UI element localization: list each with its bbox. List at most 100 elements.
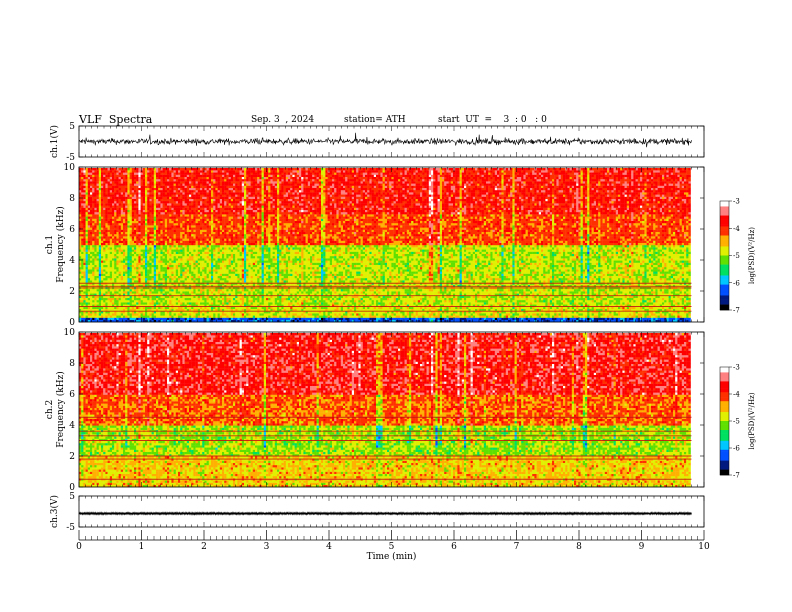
ch1-spec-cell	[165, 201, 167, 203]
ch1-spec-cell	[119, 212, 121, 214]
ch1-spec-cell	[88, 274, 90, 276]
ch1-spec-cell	[145, 170, 147, 172]
ch1-spec-cell	[105, 238, 107, 240]
ch1-spec-cell	[92, 170, 94, 172]
ch1-spec-cell	[156, 243, 158, 245]
ch1-spec-cell	[103, 300, 105, 302]
ch1-spec-cell	[149, 192, 151, 194]
ch1-spec-cell	[114, 278, 116, 280]
ch1-spec-cell	[158, 219, 160, 221]
ch1-spec-cell	[136, 271, 138, 273]
ch1-spec-cell	[92, 247, 94, 249]
ch1-spec-cell	[110, 298, 112, 300]
ch1-spec-cell	[130, 245, 132, 247]
ch1-spec-cell	[103, 265, 105, 267]
ch1-spec-cell	[138, 181, 140, 183]
ch1-spec-cell	[125, 249, 127, 251]
ch1-spec-cell	[160, 249, 162, 251]
ch1-spec-cell	[134, 210, 136, 212]
ch1-spec-cell	[114, 230, 116, 232]
ch1-spec-cell	[154, 236, 156, 238]
ch1-spec-cell	[97, 192, 99, 194]
ch1-spec-cell	[143, 223, 145, 225]
ch1-spec-cell	[110, 267, 112, 269]
ch1-spec-cell	[83, 186, 85, 188]
ch1-spec-cell	[121, 221, 123, 223]
ch1-spec-cell	[152, 271, 154, 273]
ch1-spec-cell	[141, 188, 143, 190]
ch1-spec-cell	[136, 241, 138, 243]
ch1-spec-cell	[158, 234, 160, 236]
ch1-spec-cell	[121, 267, 123, 269]
ch1-spec-cell	[119, 177, 121, 179]
ch1-spec-cell	[143, 315, 145, 317]
ch1-spec-cell	[141, 168, 143, 170]
ch1-spec-cell	[83, 194, 85, 196]
ch1-spec-cell	[147, 298, 149, 300]
ch1-spec-cell	[110, 307, 112, 309]
ch1-spec-cell	[108, 271, 110, 273]
ch1-spec-cell	[132, 181, 134, 183]
ch1-spec-cell	[132, 280, 134, 282]
ch1-spec-cell	[81, 254, 83, 256]
ch1-spec-cell	[116, 175, 118, 177]
ch1-spec-cell	[156, 179, 158, 181]
ch1-spec-cell	[132, 289, 134, 291]
ch1-spec-cell	[138, 205, 140, 207]
ch1-spec-cell	[154, 298, 156, 300]
ch1-spec-cell	[81, 249, 83, 251]
ch1-spec-cell	[141, 313, 143, 315]
ch1-spec-cell	[149, 307, 151, 309]
ch1-spec-cell	[156, 258, 158, 260]
ch1-spec-cell	[94, 298, 96, 300]
ch1-spec-cell	[103, 227, 105, 229]
ch1-spec-cell	[136, 214, 138, 216]
ch1-spec-cell	[101, 227, 103, 229]
ch1-spec-cell	[116, 271, 118, 273]
ch1-spec-cell	[101, 190, 103, 192]
ch1-spec-cell	[90, 223, 92, 225]
ch1-spec-cell	[83, 258, 85, 260]
ch1-spec-cell	[149, 258, 151, 260]
ch1-spec-cell	[130, 236, 132, 238]
ch1-spec-cell	[138, 265, 140, 267]
ch1-spec-cell	[92, 252, 94, 254]
ch1-spec-cell	[152, 278, 154, 280]
ch1-spec-cell	[86, 199, 88, 201]
ch1-spec-cell	[147, 194, 149, 196]
ch1-spec-cell	[152, 216, 154, 218]
ch1-spec-cell	[103, 269, 105, 271]
ch1-spec-cell	[125, 199, 127, 201]
ch1-spec-cell	[134, 188, 136, 190]
ch1-spec-cell	[119, 172, 121, 174]
ch1-spec-cell	[110, 265, 112, 267]
ch1-spec-cell	[127, 197, 129, 199]
ch1-spec-cell	[165, 197, 167, 199]
ch1-spec-cell	[160, 245, 162, 247]
ch1-spec-cell	[105, 192, 107, 194]
ch1-spec-cell	[88, 269, 90, 271]
ch1-spec-cell	[123, 302, 125, 304]
ch1-spec-cell	[132, 199, 134, 201]
ch1-spec-cell	[119, 258, 121, 260]
ch1-spec-cell	[127, 214, 129, 216]
ch1-spec-cell	[127, 199, 129, 201]
ch1-spec-cell	[83, 271, 85, 273]
ch1-spec-cell	[158, 197, 160, 199]
ch1-spec-cell	[116, 168, 118, 170]
ch1-spec-cell	[110, 260, 112, 262]
ch1-spec-cell	[121, 249, 123, 251]
ch1-spec-cell	[130, 192, 132, 194]
ch1-spec-cell	[116, 276, 118, 278]
ch1-spec-cell	[141, 258, 143, 260]
ch1-spec-cell	[83, 249, 85, 251]
ch1-spec-cell	[103, 194, 105, 196]
ch1-spec-cell	[132, 179, 134, 181]
ch1-spec-cell	[127, 241, 129, 243]
ch1-spec-cell	[143, 302, 145, 304]
ch1-spec-cell	[125, 194, 127, 196]
ch1-spec-cell	[92, 298, 94, 300]
ch1-spec-cell	[90, 230, 92, 232]
ch1-spec-cell	[163, 238, 165, 240]
ch1-spec-cell	[145, 201, 147, 203]
